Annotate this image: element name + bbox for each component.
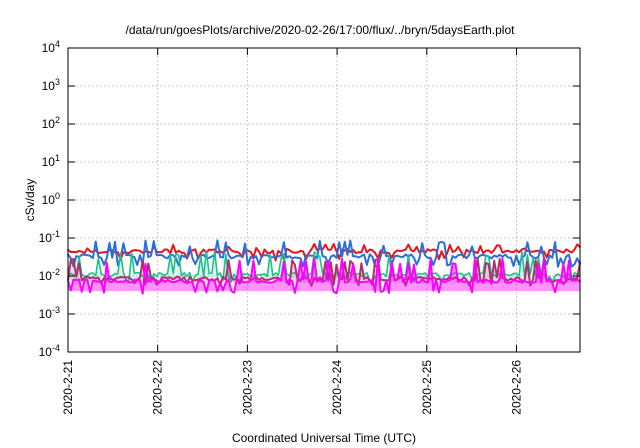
- y-tick-label-base: 10: [42, 193, 56, 207]
- series-line: [67, 257, 581, 295]
- series-fill: [68, 258, 580, 294]
- y-tick-label-base: 10: [42, 79, 56, 93]
- y-tick-label-exponent: -4: [52, 343, 60, 353]
- x-tick-label: 2020-2-23: [240, 360, 254, 415]
- y-tick-label: 101: [42, 153, 60, 169]
- y-tick-label: 10-4: [39, 343, 60, 359]
- x-tick-label: 2020-2-22: [151, 360, 165, 415]
- y-tick-label-base: 10: [42, 117, 56, 131]
- series-line: [67, 239, 581, 268]
- y-tick-label: 104: [42, 39, 60, 55]
- x-axis-label: Coordinated Universal Time (UTC): [232, 431, 416, 445]
- y-tick-label: 102: [42, 115, 60, 131]
- x-tick-label: 2020-2-25: [420, 360, 434, 415]
- x-tick-label: 2020-2-26: [509, 360, 523, 415]
- y-tick-label-base: 10: [39, 307, 53, 321]
- y-tick-label-exponent: 1: [55, 153, 60, 163]
- y-tick-label-exponent: -1: [52, 229, 60, 239]
- x-tick-label: 2020-2-24: [330, 360, 344, 415]
- series-layer: [67, 239, 581, 295]
- y-tick-label: 100: [42, 191, 60, 207]
- grid-layer: [67, 48, 580, 352]
- y-axis-label: cSv/day: [23, 179, 37, 222]
- y-tick-label-base: 10: [39, 345, 53, 359]
- y-tick-label-exponent: -3: [52, 305, 60, 315]
- y-tick-label-base: 10: [42, 155, 56, 169]
- chart-title: /data/run/goesPlots/archive/2020-02-26/1…: [126, 23, 516, 37]
- y-tick-label-exponent: 4: [55, 39, 60, 49]
- y-tick-label-base: 10: [42, 41, 56, 55]
- y-tick-label: 10-3: [39, 305, 60, 321]
- y-tick-label-exponent: -2: [52, 267, 60, 277]
- y-tick-label-exponent: 0: [55, 191, 60, 201]
- y-tick-label-base: 10: [39, 269, 53, 283]
- y-tick-label: 103: [42, 77, 60, 93]
- y-tick-label-exponent: 3: [55, 77, 60, 87]
- y-tick-label-base: 10: [39, 231, 53, 245]
- y-tick-label-exponent: 2: [55, 115, 60, 125]
- series-line: [67, 257, 581, 287]
- y-tick-label: 10-1: [39, 229, 60, 245]
- y-tick-label: 10-2: [39, 267, 60, 283]
- x-ticks-layer: 2020-2-21 2020-2-22 2020-2-23 2020-2-24 2020…: [61, 48, 523, 415]
- x-tick-label: 2020-2-21: [61, 360, 75, 415]
